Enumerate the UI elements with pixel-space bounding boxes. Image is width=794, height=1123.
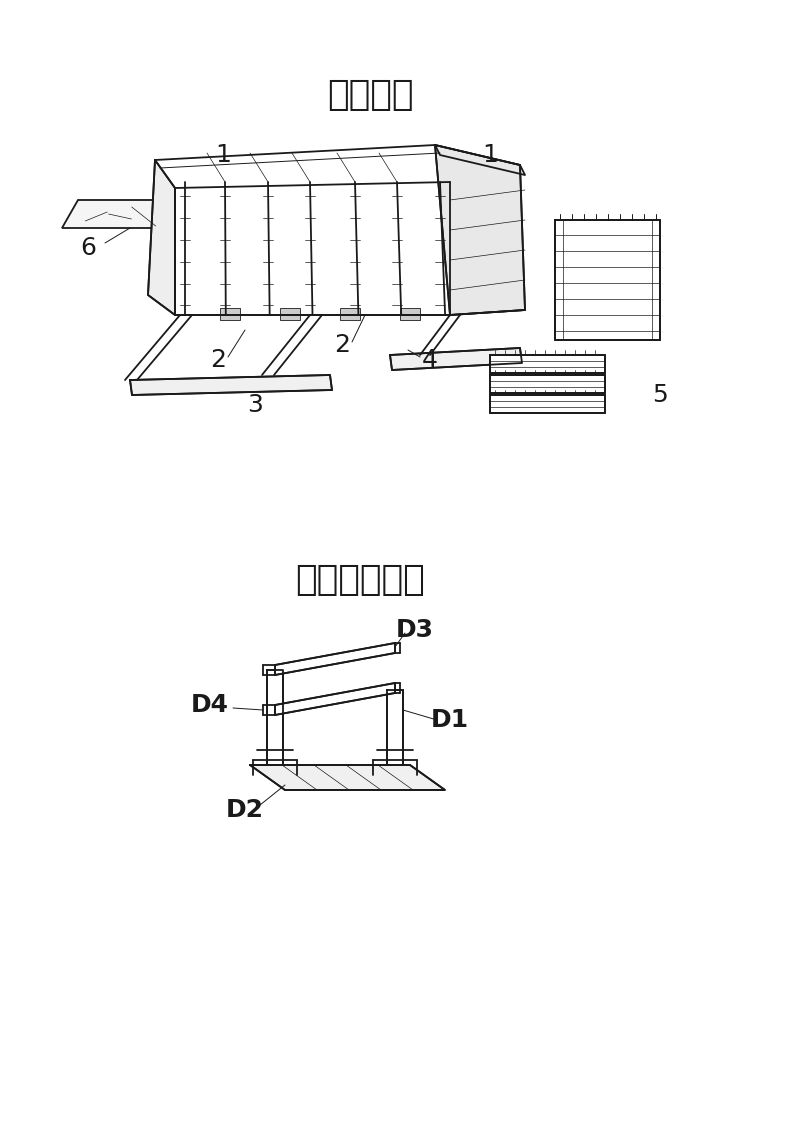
Polygon shape (490, 395, 605, 413)
Polygon shape (490, 375, 605, 393)
Text: D2: D2 (226, 798, 264, 822)
Text: 4: 4 (422, 348, 438, 372)
Polygon shape (250, 765, 445, 789)
Text: 2: 2 (210, 348, 226, 372)
Text: 2: 2 (334, 334, 350, 357)
Polygon shape (387, 690, 403, 765)
Bar (340, 308, 360, 320)
Bar (220, 308, 240, 320)
Polygon shape (275, 643, 395, 675)
Polygon shape (130, 375, 332, 395)
Polygon shape (390, 348, 522, 369)
Bar (400, 308, 420, 320)
Text: 中央緊締: 中央緊締 (327, 77, 413, 112)
Text: 5: 5 (652, 383, 668, 407)
Text: 1: 1 (482, 143, 498, 167)
Text: D4: D4 (191, 693, 229, 716)
Text: 3: 3 (247, 393, 263, 417)
Polygon shape (490, 355, 605, 373)
Text: D3: D3 (396, 618, 434, 642)
Text: D1: D1 (431, 707, 469, 732)
Polygon shape (275, 683, 395, 715)
Polygon shape (267, 670, 283, 765)
Bar (280, 308, 300, 320)
Polygon shape (435, 145, 525, 314)
Polygon shape (555, 220, 660, 340)
Text: 1: 1 (215, 143, 231, 167)
Polygon shape (148, 159, 175, 314)
Polygon shape (62, 200, 175, 228)
Text: 6: 6 (80, 236, 96, 261)
Text: レール積付具: レール積付具 (295, 563, 425, 597)
